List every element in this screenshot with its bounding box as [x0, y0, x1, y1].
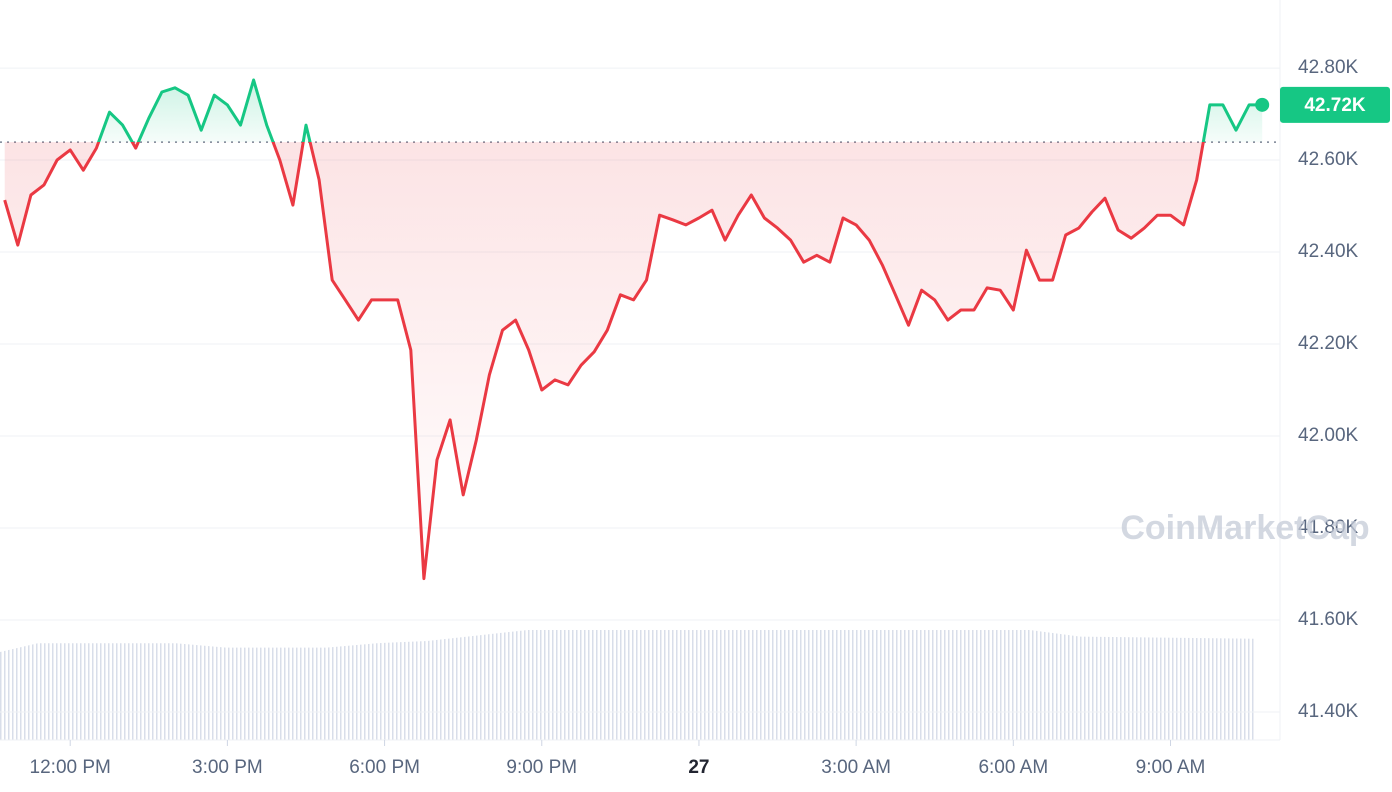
y-tick-label: 42.80K: [1298, 57, 1359, 78]
y-tick-label: 41.80K: [1298, 517, 1359, 538]
x-tick-label: 6:00 AM: [978, 757, 1048, 778]
x-tick-label: 12:00 PM: [30, 757, 111, 778]
price-badge: [1280, 86, 1390, 123]
x-tick-label: 9:00 AM: [1136, 757, 1206, 778]
x-tick-label: 27: [688, 757, 709, 778]
last-point: [1255, 97, 1270, 112]
x-tick-label: 3:00 PM: [192, 757, 263, 778]
watermark: CoinMarketCap: [1120, 509, 1369, 547]
volume-bars: [0, 630, 1256, 740]
y-tick-label: 42.00K: [1298, 425, 1359, 446]
y-tick-label: 41.60K: [1298, 609, 1359, 630]
area-fill: [4, 80, 1263, 579]
price-badge-label: 42.72K: [1304, 95, 1366, 116]
x-tick-label: 9:00 PM: [506, 757, 577, 778]
y-tick-label: 42.40K: [1298, 241, 1359, 262]
y-tick-label: 41.40K: [1298, 701, 1359, 722]
price-line: [3, 78, 1263, 581]
y-tick-label: 42.60K: [1298, 149, 1359, 170]
x-tick-label: 3:00 AM: [821, 757, 891, 778]
y-tick-label: 42.20K: [1298, 333, 1359, 354]
x-tick-label: 6:00 PM: [349, 757, 420, 778]
